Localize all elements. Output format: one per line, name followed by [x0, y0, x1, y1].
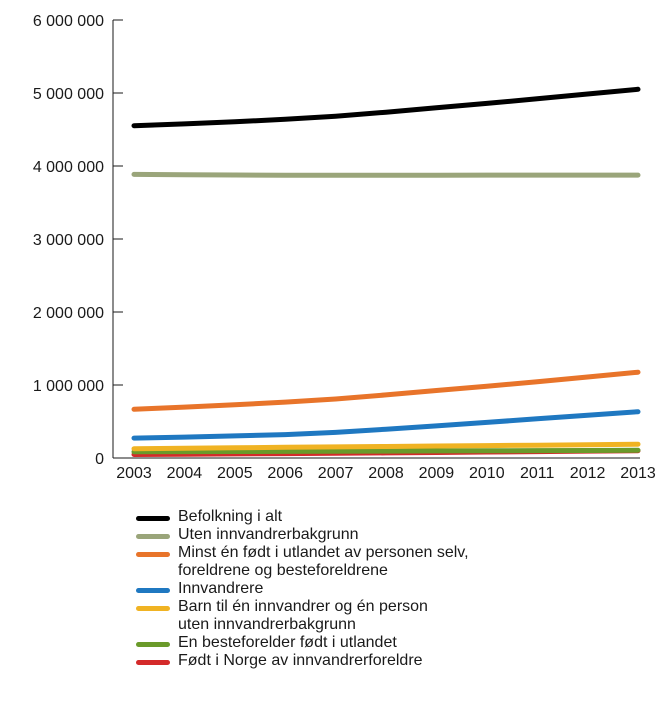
legend-item: En besteforelder født i utlandet — [136, 634, 656, 652]
legend-label: Uten innvandrerbakgrunn — [178, 526, 359, 543]
legend-label: Minst én født i utlandet av personen sel… — [178, 544, 469, 579]
x-tick-label: 2008 — [368, 465, 404, 482]
series-line — [131, 447, 641, 455]
x-tick-label: 2013 — [620, 465, 656, 482]
legend-item: Født i Norge av innvandrerforeldre — [136, 652, 656, 670]
legend-label: Født i Norge av innvandrerforeldre — [178, 652, 423, 669]
legend-label: Barn til én innvandrer og én person uten… — [178, 598, 428, 633]
y-tick-label: 4 000 000 — [33, 159, 104, 176]
legend-label: Innvandrere — [178, 580, 264, 597]
legend-swatch — [136, 516, 170, 521]
y-axis: 0 1 000 000 2 000 000 3 000 000 4 000 000 5 0… — [33, 13, 123, 468]
series-line — [131, 171, 641, 178]
legend-item: Barn til én innvandrer og én person uten… — [136, 598, 656, 634]
x-tick-label: 2012 — [570, 465, 606, 482]
series-line — [131, 409, 641, 441]
y-tick-label: 6 000 000 — [33, 13, 104, 30]
x-tick-label: 2004 — [167, 465, 203, 482]
legend-label: Befolkning i alt — [178, 508, 283, 525]
legend-swatch — [136, 660, 170, 665]
legend-swatch — [136, 552, 170, 557]
y-tick-label: 2 000 000 — [33, 305, 104, 322]
x-tick-label: 2010 — [469, 465, 505, 482]
x-tick-label: 2009 — [419, 465, 455, 482]
x-tick-label: 2005 — [217, 465, 253, 482]
y-tick-label: 0 — [95, 451, 104, 468]
legend-item: Minst én født i utlandet av personen sel… — [136, 544, 656, 580]
series-lines — [131, 86, 641, 457]
y-tick-label: 1 000 000 — [33, 378, 104, 395]
x-tick-label: 2003 — [116, 465, 152, 482]
line-chart: 0 1 000 000 2 000 000 3 000 000 4 000 000 5 0… — [33, 13, 656, 482]
legend: Befolkning i alt Uten innvandrerbakgrunn M… — [136, 508, 656, 670]
series-line — [131, 441, 641, 452]
legend-swatch — [136, 642, 170, 647]
y-tick-label: 3 000 000 — [33, 232, 104, 249]
x-tick-label: 2011 — [520, 465, 555, 482]
legend-item: Uten innvandrerbakgrunn — [136, 526, 656, 544]
x-tick-label: 2006 — [267, 465, 303, 482]
legend-swatch — [136, 588, 170, 593]
legend-label: En besteforelder født i utlandet — [178, 634, 397, 651]
legend-item: Innvandrere — [136, 580, 656, 598]
legend-item: Befolkning i alt — [136, 508, 656, 526]
x-tick-label: 2007 — [318, 465, 354, 482]
legend-swatch — [136, 534, 170, 539]
series-line — [131, 369, 641, 412]
series-line — [131, 86, 641, 129]
x-axis: 2003 2004 2005 2006 2007 2008 2009 2010 2011 2012… — [113, 457, 656, 482]
y-tick-label: 5 000 000 — [33, 86, 104, 103]
legend-swatch — [136, 606, 170, 611]
